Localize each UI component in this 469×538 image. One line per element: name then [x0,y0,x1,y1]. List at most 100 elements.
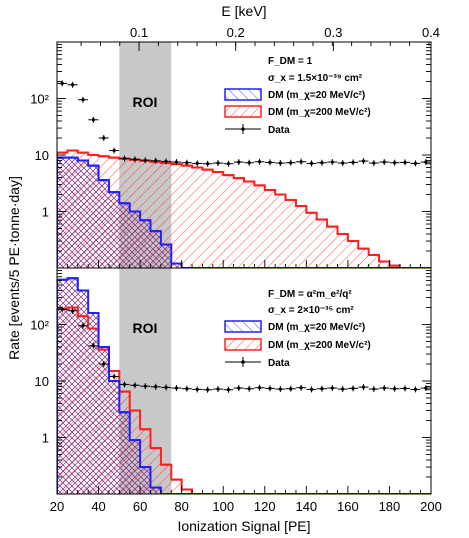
data-point [278,161,282,165]
data-point [174,160,179,164]
y-tick-label: 1 [42,431,49,446]
panel-bottom: 1 10 10² [30,267,432,495]
roi-label-bottom: ROI [133,320,158,336]
data-point [309,161,314,166]
data-point [247,387,251,391]
data-point [382,386,386,390]
data-point [424,160,428,164]
panel-top: 1 10 10² [30,41,432,269]
data-point [330,386,334,390]
x-tick-label: 140 [295,499,317,514]
x-tick-label: 180 [379,499,401,514]
y-tick-label: 10 [35,148,49,163]
data-point [268,386,272,390]
data-point [164,385,168,390]
legend-swatch-dm-light [224,320,262,333]
data-point [70,83,75,87]
x-tick-label: 160 [337,499,359,514]
legend-swatch-dm-heavy [224,105,262,118]
dm-heavy-outline [57,149,431,268]
legend-swatch-data-marker [241,127,245,131]
data-point [278,387,282,391]
data-point [403,386,407,390]
legend-sigma: σ_x = 1.5×10⁻³⁹ cm² [268,73,363,84]
top-tick-label: 0.1 [130,25,148,40]
x-axis-tick-labels: 20 40 60 80 100 120 140 160 180 200 [50,499,442,514]
y-tick-label: 1 [42,205,49,220]
dm-light-outline [57,156,431,268]
data-point [112,374,116,379]
roi-label-top: ROI [133,94,158,110]
y-tick-label: 10² [30,318,49,333]
data-point [122,156,127,161]
x-tick-label: 60 [133,499,147,514]
data-point [112,148,116,153]
data-point [351,160,355,164]
data-point [91,118,95,122]
legend-swatch-dm-heavy [224,338,262,351]
data-point [309,387,314,392]
data-point [154,159,158,163]
data-point [413,387,418,392]
data-point [195,387,199,392]
data-point [216,161,220,165]
data-point [81,324,85,328]
data-point [60,307,64,312]
data-point [102,362,106,366]
x-tick-label: 80 [174,499,188,514]
legend-header: F_DM = 1 [268,56,313,67]
data-point [351,386,355,390]
data-point [341,161,345,165]
data-point [70,309,75,313]
data-point [330,160,334,164]
data-point [174,386,179,390]
legend-header: F_DM = α²m_e²/q² [268,289,352,300]
legend-bottom: F_DM = α²m_e²/q² σ_x = 2×10⁻³⁵ cm² DM (m… [224,289,371,369]
data-point [382,160,386,164]
data-point [102,136,106,140]
data-point [122,382,127,387]
plot-area [57,42,431,268]
x-axis-label: Ionization Signal [PE] [177,518,310,534]
data-point [154,385,158,389]
legend-label-data: Data [268,358,290,369]
data-point [185,161,189,165]
data-point [164,159,168,164]
data-point [299,386,303,390]
data-point [268,160,272,164]
data-point [91,344,95,348]
dm-light-fill [57,278,431,494]
y-tick-label: 10² [30,92,49,107]
legend-top: F_DM = 1 σ_x = 1.5×10⁻³⁹ cm² DM (m_χ=20 … [224,56,371,136]
y-tick-label: 10 [35,374,49,389]
legend-swatch-data-marker [241,360,245,364]
legend-label-dm-heavy: DM (m_χ=200 MeV/c²) [268,340,371,351]
legend-label-dm-light: DM (m_χ=20 MeV/c²) [268,90,365,101]
top-axis-label: E [keV] [221,3,266,19]
top-tick-label: 0.3 [324,25,342,40]
data-point [226,162,231,166]
data-point [216,387,220,391]
data-point [226,388,231,392]
data-point [372,387,376,391]
dm-light-fill [57,157,431,268]
x-tick-label: 120 [254,499,276,514]
data-point [237,386,241,390]
data-point [237,160,241,164]
x-tick-label: 40 [91,499,105,514]
data-point [413,161,418,166]
top-tick-label: 0.2 [227,25,245,40]
data-point [361,385,366,389]
legend-label-data: Data [268,125,290,136]
x-tick-label: 20 [50,499,64,514]
x-tick-label: 200 [420,499,442,514]
top-tick-label: 0.4 [422,25,440,40]
data-point [257,160,262,164]
data-point [299,160,303,164]
data-point [320,161,324,165]
data-point [320,387,324,391]
plot-area [57,268,431,494]
top-axis-tick-labels: 0.1 0.2 0.3 0.4 [130,25,440,40]
